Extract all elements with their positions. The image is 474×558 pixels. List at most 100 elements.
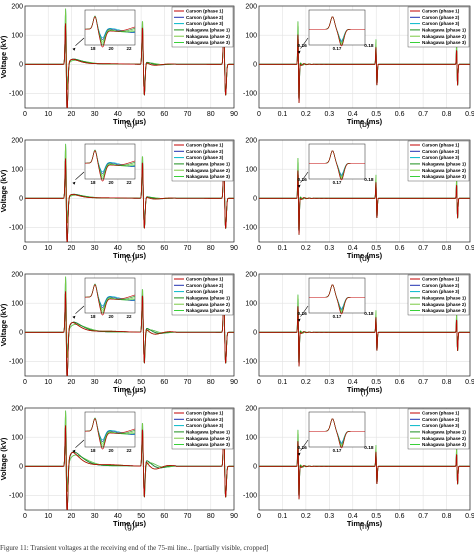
y-tick-label: -100: [9, 225, 23, 232]
plot-frame: [258, 5, 471, 109]
legend-box: [171, 140, 234, 182]
inset-tick-label: 0.17: [333, 448, 342, 453]
x-tick-label: 60: [160, 111, 168, 118]
y-tick-label: 0: [19, 196, 23, 203]
inset-tick-label: 22: [126, 180, 132, 185]
x-tick-label: 0.8: [442, 513, 452, 520]
y-axis-label: Voltage (kV): [0, 437, 8, 480]
x-axis-label: Time (µs): [113, 385, 146, 394]
y-tick-label: 0: [19, 464, 23, 471]
arrow-head: [72, 47, 76, 51]
legend-label: Nakagawa (phase 2): [422, 34, 466, 39]
series-line-6: [259, 34, 470, 104]
x-axis-label: Time (ms): [347, 251, 383, 260]
chart-panel-d: 0 0.1 0.2 0.3 0.4 0.5 0.6 0.7 0.8 0.9 200 100 0 -100 T…: [243, 137, 474, 263]
legend-label: Nakagawa (phase 1): [422, 162, 466, 167]
x-tick-label: 0.6: [395, 513, 405, 520]
y-tick-label: 100: [11, 434, 23, 441]
x-axis-label: Time (ms): [347, 519, 383, 528]
inset-tick-label: 18: [90, 448, 96, 453]
y-tick-label: -100: [9, 91, 23, 98]
x-tick-label: 90: [230, 379, 238, 386]
x-tick-label: 0.3: [324, 111, 334, 118]
x-tick-label: 0: [23, 245, 27, 252]
legend-label: Nakagawa (phase 2): [422, 302, 466, 307]
legend-label: Nakagawa (phase 2): [186, 34, 230, 39]
y-axis-label: Voltage (kV): [0, 35, 8, 78]
annotation-label: 0.16: [298, 311, 308, 317]
legend-label: Carson (phase 2): [186, 417, 224, 422]
legend-label: Carson (phase 1): [186, 277, 224, 282]
inset-frame: [84, 277, 136, 314]
x-axis-label: Time (ms): [347, 385, 383, 394]
annotation-label: 0.18: [364, 43, 374, 49]
plot-frame: [24, 407, 235, 511]
legend-label: Nakagawa (phase 1): [186, 296, 230, 301]
legend-label: Carson (phase 3): [186, 21, 224, 26]
y-tick-label: 0: [19, 62, 23, 69]
y-axis-label: Voltage (kV): [0, 169, 8, 212]
legend-label: Carson (phase 3): [422, 423, 460, 428]
y-tick-label: 200: [245, 271, 257, 278]
legend-label: Nakagawa (phase 2): [186, 436, 230, 441]
annotation-label: 0.16: [298, 445, 308, 451]
inset-plot: 0.17: [308, 411, 366, 453]
x-tick-label: 0.6: [395, 379, 405, 386]
x-tick-label: 10: [44, 513, 52, 520]
legend-label: Nakagawa (phase 1): [186, 162, 230, 167]
inset-plot: 18 20 22: [84, 143, 136, 185]
arrow-head: [297, 184, 301, 188]
inset-tick-label: 18: [90, 314, 96, 319]
inset-arrow: [75, 37, 85, 46]
figure-footer-caption: Figure 11: Transient voltages at the rec…: [0, 544, 269, 552]
y-tick-label: -100: [243, 225, 257, 232]
series-line-6: [259, 306, 470, 367]
series-line-6: [25, 425, 234, 510]
x-tick-label: 30: [91, 111, 99, 118]
inset-arrow: [300, 439, 309, 451]
x-axis-label: Time (µs): [113, 519, 146, 528]
x-tick-label: 0.4: [348, 245, 358, 252]
arrow-head: [297, 318, 301, 322]
panel-caption: (c): [125, 253, 135, 263]
x-tick-label: 20: [68, 513, 76, 520]
x-tick-label: 0.4: [348, 111, 358, 118]
x-tick-label: 0.1: [278, 513, 288, 520]
x-tick-label: 0: [23, 379, 27, 386]
x-tick-label: 60: [160, 513, 168, 520]
x-tick-label: 80: [207, 513, 215, 520]
x-tick-label: 0.5: [371, 111, 381, 118]
legend-label: Carson (phase 3): [422, 289, 460, 294]
x-tick-label: 0.2: [301, 111, 311, 118]
x-tick-label: 0.9: [465, 379, 474, 386]
x-tick-label: 0.1: [278, 111, 288, 118]
plot-frame: [258, 139, 471, 243]
x-tick-label: 0.8: [442, 379, 452, 386]
x-tick-label: 0.7: [418, 379, 428, 386]
x-tick-label: 80: [207, 111, 215, 118]
inset-plot: 0.17: [308, 143, 366, 185]
y-tick-label: 100: [245, 166, 257, 173]
legend: Carson (phase 1)Carson (phase 2)Carson (…: [407, 274, 470, 316]
legend-label: Carson (phase 1): [186, 143, 224, 148]
inset-arrow: [75, 171, 85, 180]
legend-label: Carson (phase 3): [422, 155, 460, 160]
panel-caption: (e): [124, 387, 135, 397]
x-tick-label: 0: [257, 379, 261, 386]
annotation-label: 0.18: [364, 311, 374, 317]
y-axis-label: Voltage (kV): [0, 303, 8, 346]
x-tick-label: 80: [207, 245, 215, 252]
legend-box: [407, 6, 470, 48]
legend-label: Nakagawa (phase 1): [422, 28, 466, 33]
legend-label: Nakagawa (phase 1): [186, 28, 230, 33]
inset-frame: [84, 143, 136, 180]
arrow-head: [72, 449, 76, 453]
y-tick-label: 100: [245, 32, 257, 39]
legend-label: Carson (phase 1): [422, 9, 460, 14]
y-tick-label: 200: [11, 3, 23, 10]
inset-tick-label: 20: [108, 448, 114, 453]
plot-frame: [24, 139, 235, 243]
annotation-label: 0.18: [364, 445, 374, 451]
inset-arrow: [75, 439, 85, 448]
inset-tick-label: 18: [90, 46, 96, 51]
